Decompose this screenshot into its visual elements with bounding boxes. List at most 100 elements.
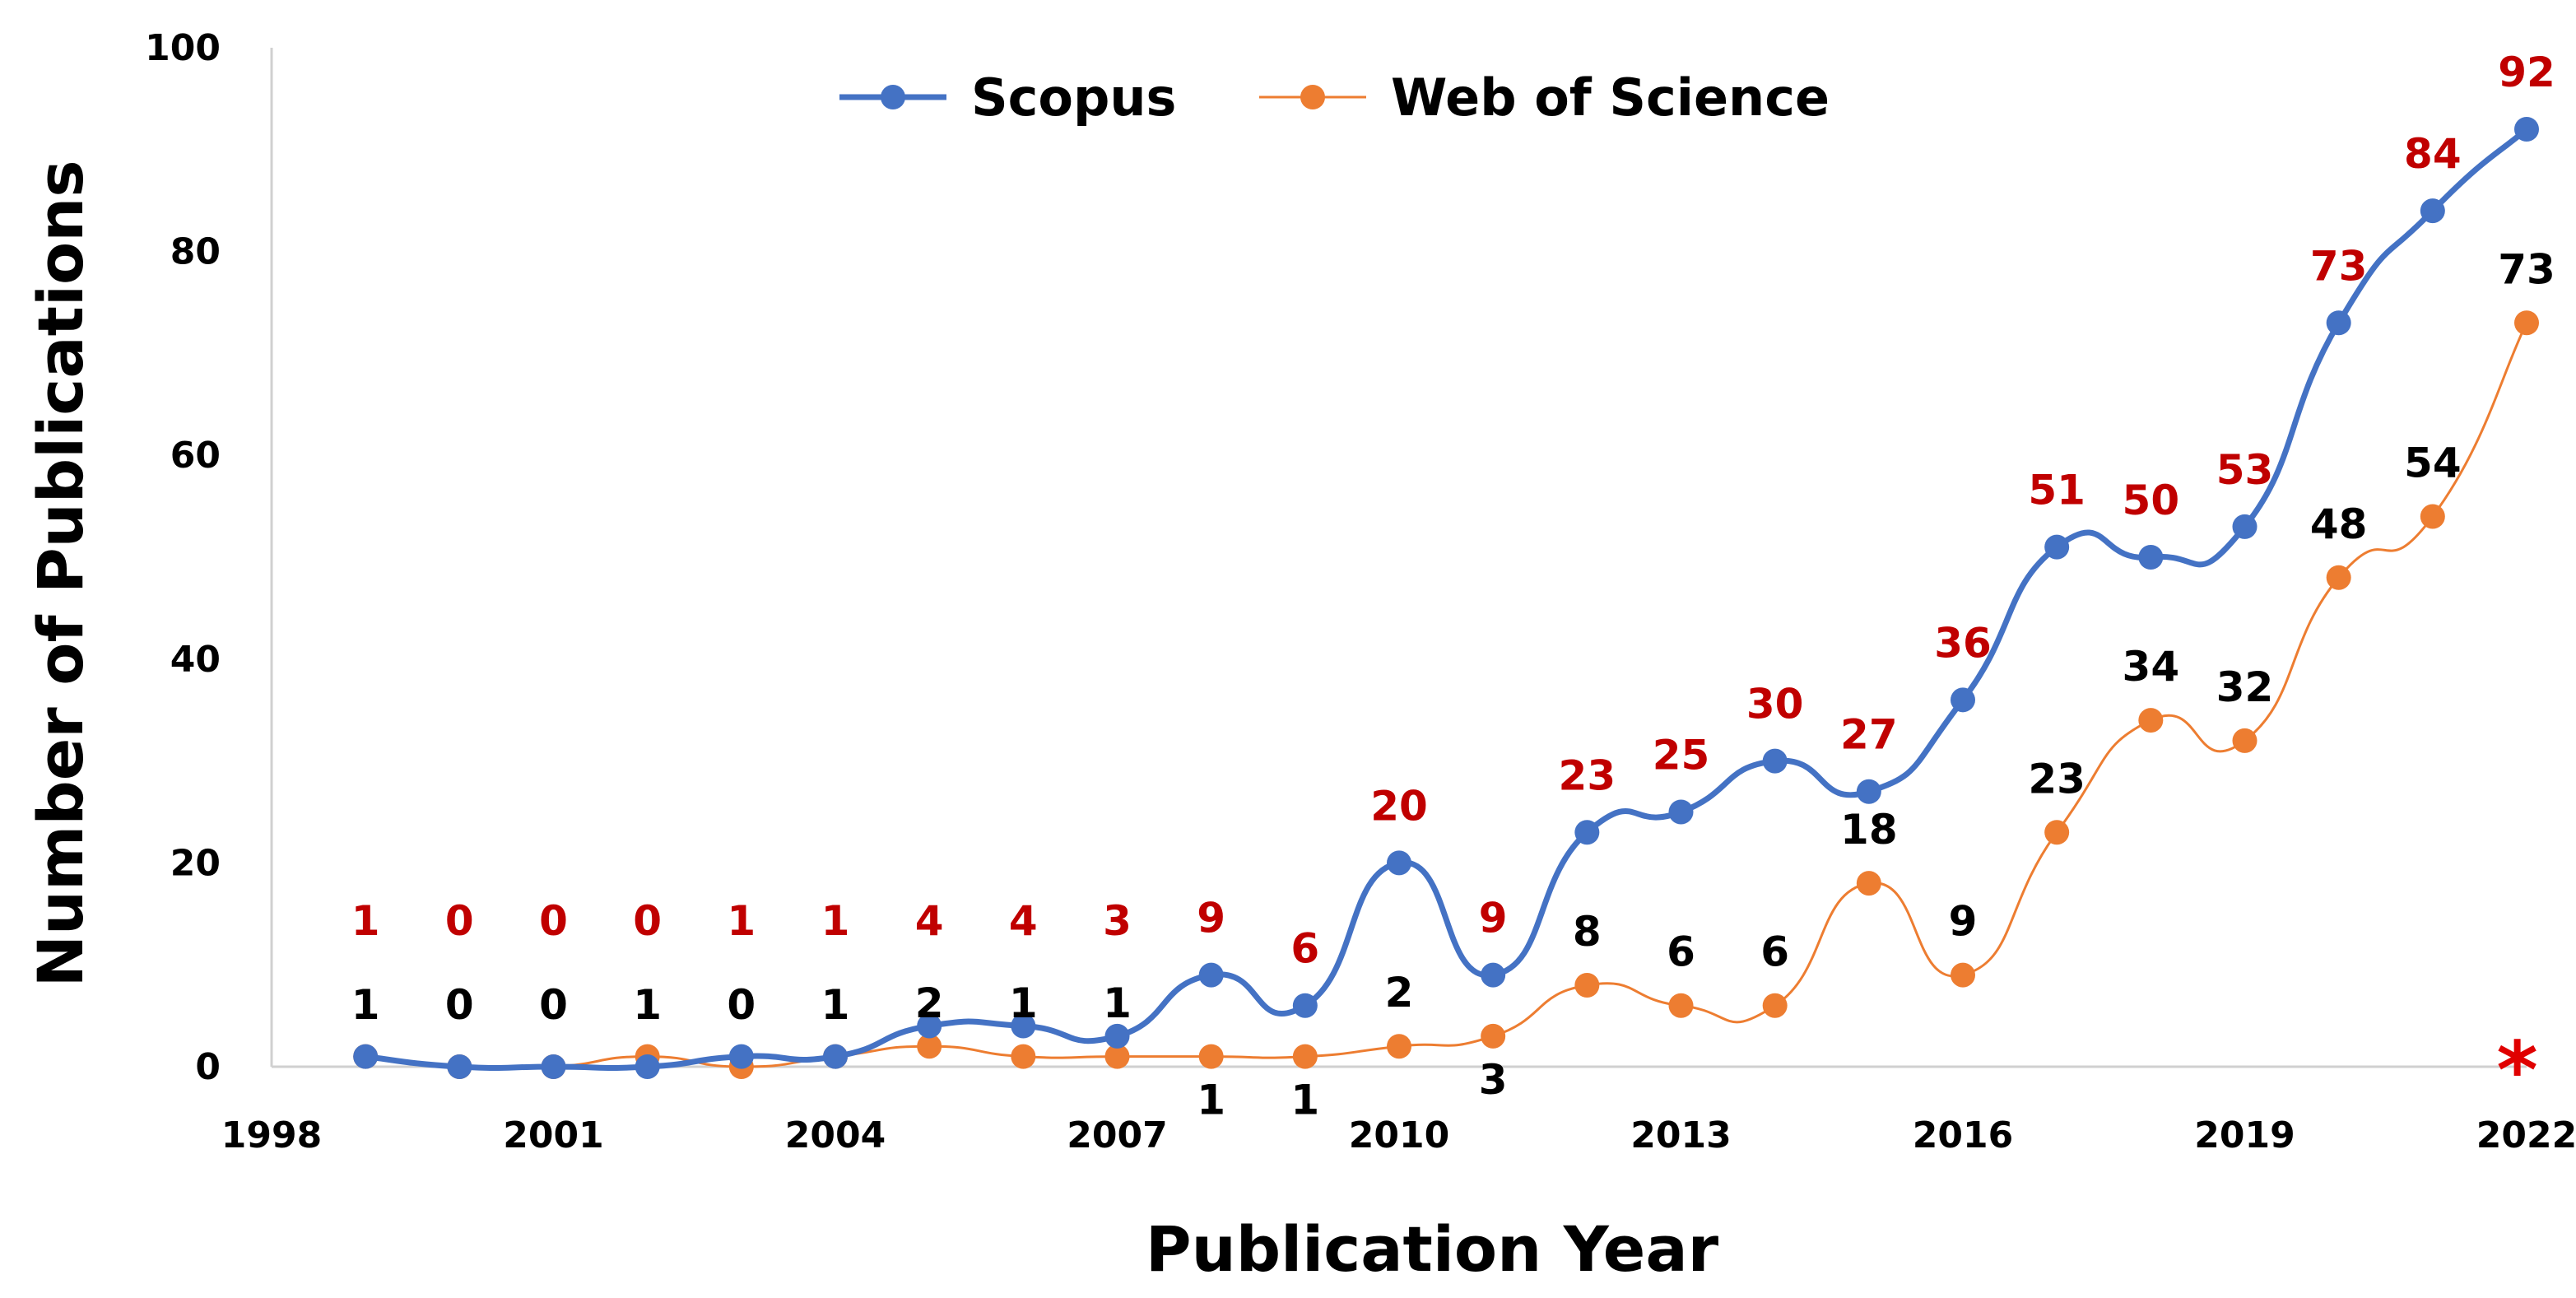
wos-data-label: 1 — [1103, 979, 1132, 1027]
x-tick-label: 2016 — [1913, 1114, 2013, 1156]
y-tick-label: 40 — [170, 639, 221, 681]
wos-data-label: 6 — [1667, 928, 1695, 976]
wos-data-label: 0 — [727, 981, 756, 1029]
scopus-data-point — [353, 1044, 379, 1069]
scopus-data-label: 25 — [1653, 732, 1710, 779]
web-of-science-data-point — [1951, 962, 1975, 988]
scopus-data-label: 30 — [1746, 681, 1804, 728]
scopus-data-label: 3 — [1103, 897, 1132, 945]
web-of-science-data-point — [1292, 1044, 1318, 1069]
wos-data-label: 2 — [1385, 969, 1414, 1017]
scopus-data-label: 84 — [2404, 130, 2462, 178]
x-tick-label: 2004 — [785, 1114, 886, 1156]
y-tick-label: 0 — [195, 1046, 221, 1088]
wos-data-label: 1 — [1290, 1077, 1319, 1124]
web-of-science-data-point — [2514, 310, 2539, 336]
scopus-legend-marker — [881, 85, 905, 109]
x-tick-label: 2013 — [1630, 1114, 1731, 1156]
scopus-data-label: 73 — [2310, 242, 2368, 290]
scopus-data-point — [1198, 962, 1224, 988]
web-of-science-data-point — [2420, 504, 2445, 529]
y-tick-label: 80 — [170, 231, 221, 273]
scopus-data-point — [728, 1044, 754, 1069]
scopus-data-label: 0 — [445, 897, 474, 945]
scopus-data-point — [1574, 820, 1600, 845]
scopus-data-label: 23 — [1559, 751, 1616, 799]
scopus-data-point — [2326, 310, 2351, 336]
web-of-science-data-point — [1104, 1044, 1130, 1069]
scopus-data-point — [1011, 1013, 1036, 1039]
scopus-data-point — [2044, 534, 2070, 560]
scopus-data-label: 1 — [727, 897, 756, 945]
x-tick-label: 2001 — [503, 1114, 603, 1156]
scopus-data-point — [447, 1054, 472, 1079]
x-tick-label: 2019 — [2194, 1114, 2295, 1156]
x-tick-labels: 1998 2001 2004 2007 2010 2013 2016 2019 2022 — [221, 1114, 2576, 1156]
web-of-science-data-point — [2232, 728, 2257, 753]
wos-data-label: 0 — [539, 981, 568, 1029]
web-of-science-data-point — [2044, 820, 2070, 845]
wos-data-label: 1 — [1009, 979, 1038, 1027]
x-tick-label: 2007 — [1067, 1114, 1167, 1156]
wos-data-label: 73 — [2498, 245, 2555, 293]
web-of-science-data-point — [1011, 1044, 1036, 1069]
wos-data-label: 48 — [2310, 500, 2368, 548]
web-of-science-series-line — [365, 322, 2528, 1071]
scopus-data-label: 1 — [351, 897, 380, 945]
scopus-data-label: 51 — [2028, 467, 2085, 514]
scopus-data-point — [823, 1044, 848, 1069]
y-tick-labels: 0 20 40 60 80 100 — [145, 27, 221, 1088]
x-tick-label: 2010 — [1349, 1114, 1449, 1156]
scopus-data-label: 4 — [915, 897, 944, 945]
scopus-data-label: 50 — [2123, 477, 2180, 524]
scopus-data-label: 0 — [633, 897, 662, 945]
y-tick-label: 100 — [145, 27, 221, 69]
scopus-legend-label: Scopus — [971, 67, 1176, 128]
wos-data-label: 9 — [1949, 898, 1978, 946]
scopus-data-label: 9 — [1197, 895, 1225, 942]
x-tick-label: 2022 — [2476, 1114, 2576, 1156]
axes — [270, 48, 2527, 1068]
scopus-data-point — [2514, 117, 2539, 142]
web-of-science-data-point — [1574, 972, 1600, 998]
x-tick-label: 1998 — [221, 1114, 322, 1156]
scopus-data-label: 53 — [2216, 446, 2274, 494]
wos-data-label: 1 — [821, 981, 850, 1029]
wos-data-label: 1 — [633, 981, 662, 1029]
scopus-data-point — [1104, 1023, 1130, 1049]
scopus-data-point — [635, 1054, 660, 1079]
scopus-data-point — [2138, 545, 2164, 570]
y-tick-label: 60 — [170, 435, 221, 477]
annotation-asterisk: * — [2496, 1025, 2537, 1117]
scopus-data-label: 9 — [1479, 895, 1508, 942]
web-of-science-legend-label: Web of Science — [1391, 67, 1830, 128]
scopus-data-point — [541, 1054, 566, 1079]
scopus-data-point — [1481, 962, 1506, 988]
scopus-data-label: 36 — [1934, 619, 1992, 667]
web-of-science-data-point — [1668, 993, 1694, 1018]
web-of-science-data-point — [1856, 871, 1881, 896]
scopus-data-point — [1292, 993, 1318, 1018]
scopus-data-point — [917, 1013, 942, 1039]
web-of-science-data-point — [2138, 708, 2164, 733]
scopus-data-point — [1951, 687, 1975, 713]
web-of-science-data-point — [917, 1034, 942, 1059]
scopus-data-label: 6 — [1290, 925, 1319, 973]
scopus-data-point — [2420, 198, 2445, 224]
scopus-data-point — [1856, 779, 1881, 804]
scopus-data-label: 27 — [1840, 711, 1898, 759]
scopus-data-label: 92 — [2498, 49, 2555, 96]
scopus-data-point — [1387, 850, 1411, 876]
wos-data-label: 2 — [915, 979, 944, 1027]
scopus-data-label: 4 — [1009, 897, 1038, 945]
wos-data-label: 54 — [2404, 439, 2462, 486]
wos-data-label: 1 — [1197, 1077, 1225, 1124]
y-tick-label: 20 — [170, 842, 221, 884]
wos-data-label: 34 — [2123, 643, 2180, 691]
web-of-science-legend-marker — [1300, 85, 1325, 109]
web-of-science-data-point — [2326, 565, 2351, 590]
web-of-science-data-point — [1387, 1034, 1411, 1059]
wos-data-label: 1 — [351, 981, 380, 1029]
